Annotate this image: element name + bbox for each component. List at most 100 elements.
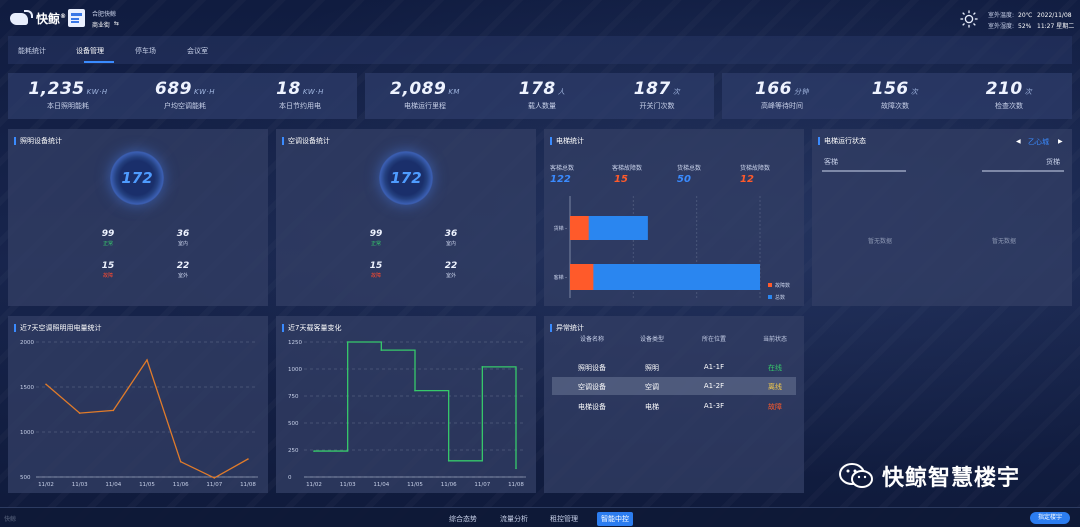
cell-status: 在线	[768, 364, 782, 372]
elevator-stat-value: 122	[550, 174, 571, 185]
y-tick-label: 750	[288, 394, 299, 400]
bottom-tab-traffic[interactable]: 流量分析	[500, 515, 528, 523]
bottom-tab-control[interactable]: 智能中控	[597, 512, 633, 526]
legend-label: 总数	[775, 294, 785, 301]
kpi-value: 210	[985, 79, 1023, 99]
bottom-nav: 快鲸 综合态势 流量分析 租控管理 智能中控 指定楼宇	[0, 507, 1080, 527]
table-header: 所在位置	[701, 336, 726, 343]
project-type: 商业街	[92, 22, 111, 29]
table-header: 设备类型	[639, 336, 664, 343]
stat-outdoor: 22 室外	[444, 261, 458, 279]
data-point	[146, 359, 148, 361]
panel-title: 近7天空调照明用电量统计	[14, 324, 101, 332]
stat-fault: 15 故障	[101, 261, 115, 279]
x-tick-label: 11/07	[206, 482, 222, 488]
x-tick-label: 11/08	[240, 482, 256, 488]
table-row-highlight	[552, 377, 796, 395]
header: 快鲸® 合肥快鲸 商业街 ⇆ 室外温度: 20℃ 室外湿度: 52% 2022/11…	[0, 0, 1080, 36]
x-tick-label: 11/05	[407, 482, 423, 488]
y-tick-label: 1250	[288, 340, 302, 346]
x-tick-label: 11/03	[72, 482, 88, 488]
tab-device-management[interactable]: 设备管理	[76, 47, 104, 55]
select-building-button[interactable]: 指定楼宇	[1030, 512, 1070, 524]
data-point	[380, 349, 383, 351]
cell-location: A1-3F	[703, 402, 725, 410]
kpi-item: 166 分钟 高峰等待时间	[727, 73, 837, 111]
kpi-unit: 次	[672, 88, 681, 96]
kpi-unit: 分钟	[794, 88, 809, 96]
y-tick-label: 250	[288, 448, 299, 454]
panel-title: 电梯统计	[550, 137, 584, 145]
kpi-label: 电梯运行里程	[404, 102, 446, 110]
kpi-unit: KW·H	[86, 88, 108, 96]
x-tick-label: 11/02	[38, 482, 54, 488]
x-tick-label: 11/08	[508, 482, 524, 488]
cell-status: 故障	[768, 403, 782, 411]
active-tab-indicator	[84, 61, 114, 63]
y-tick-label: 1000	[288, 367, 302, 373]
data-point	[346, 341, 349, 343]
kpi-label: 故障次数	[881, 102, 909, 110]
kpi-value: 1,235	[28, 79, 85, 99]
kpi-unit: 次	[910, 88, 919, 96]
freight-track	[982, 170, 1064, 172]
building-prev[interactable]: ◀	[1016, 138, 1021, 145]
passenger-elevator-label: 客梯	[824, 158, 838, 166]
switch-icon[interactable]: ⇆	[114, 20, 120, 27]
lighting-total: 172	[121, 169, 153, 187]
empty-text: 暂无数据	[868, 238, 893, 245]
data-point	[313, 450, 315, 452]
kpi-label: 户均空调能耗	[164, 102, 206, 110]
data-point	[179, 460, 182, 463]
humidity-value: 52%	[1018, 23, 1032, 30]
building-name[interactable]: 乙心城	[1028, 138, 1049, 146]
bottom-tab-overview[interactable]: 综合态势	[449, 515, 477, 523]
brand-name: 快鲸®	[36, 12, 67, 26]
kpi-value: 156	[871, 79, 909, 99]
tab-meeting-room[interactable]: 会议室	[187, 47, 208, 55]
kpi-item: 1,235 KW·H 本日照明能耗	[13, 73, 123, 111]
cell-name: 电梯设备	[578, 403, 606, 411]
elevator-stat-label: 货梯故障数	[740, 165, 771, 172]
stat-normal: 99 正常	[369, 229, 383, 247]
cell-type: 照明	[645, 364, 659, 372]
data-point	[515, 467, 517, 470]
kpi-unit: KW·H	[193, 88, 215, 96]
visitor-chart-panel: 近7天载客量变化	[276, 316, 536, 493]
stat-indoor: 36 室内	[444, 229, 458, 247]
bottom-tab-lease[interactable]: 租控管理	[550, 515, 578, 523]
kpi-label: 本日节约用电	[279, 102, 321, 110]
aircon-total: 172	[390, 169, 422, 187]
kpi-label: 本日照明能耗	[47, 102, 89, 110]
x-tick-label: 11/04	[373, 482, 389, 488]
passenger-track	[822, 170, 906, 172]
brand-logo[interactable]: 快鲸®	[10, 9, 67, 27]
y-tick-label: 1000	[20, 430, 34, 436]
data-point	[213, 477, 216, 479]
bar-fault	[570, 216, 589, 240]
kpi-value: 689	[154, 79, 192, 99]
kpi-item: 689 KW·H 户均空调能耗	[130, 73, 240, 111]
elevator-stat-value: 50	[677, 174, 691, 185]
kpi-value: 178	[518, 79, 556, 99]
empty-text: 暂无数据	[992, 238, 1017, 245]
date: 2022/11/08	[1037, 12, 1072, 19]
cell-type: 空调	[645, 383, 659, 391]
tab-parking[interactable]: 停车场	[135, 47, 156, 55]
tab-energy[interactable]: 能耗统计	[18, 47, 46, 55]
kpi-label: 载人数量	[528, 102, 556, 110]
visitor-step-chart: 0 250 500 750 1000 1250 11/02 11/03 11/04 11/05 11…	[288, 340, 526, 488]
data-point	[447, 460, 450, 462]
kpi-label: 检查次数	[995, 102, 1023, 110]
data-point	[112, 409, 115, 412]
kpi-item: 210 次 检查次数	[954, 73, 1064, 111]
time-weekday: 11:27 星期二	[1037, 23, 1075, 30]
elevator-status-panel: 电梯运行状态 ◀ 乙心城 ▶ 客梯 货梯 暂无数据 暂无数据	[812, 129, 1072, 306]
whale-icon	[10, 9, 33, 25]
kpi-group-elevator: 2,089 KM 电梯运行里程 178 人 载人数量 187 次 开关门次数	[365, 73, 714, 119]
elevator-stat-label: 货梯总数	[677, 165, 702, 172]
project-switcher[interactable]: 商业街 ⇆	[92, 20, 119, 29]
kpi-label: 开关门次数	[639, 102, 675, 110]
building-next[interactable]: ▶	[1058, 138, 1063, 145]
